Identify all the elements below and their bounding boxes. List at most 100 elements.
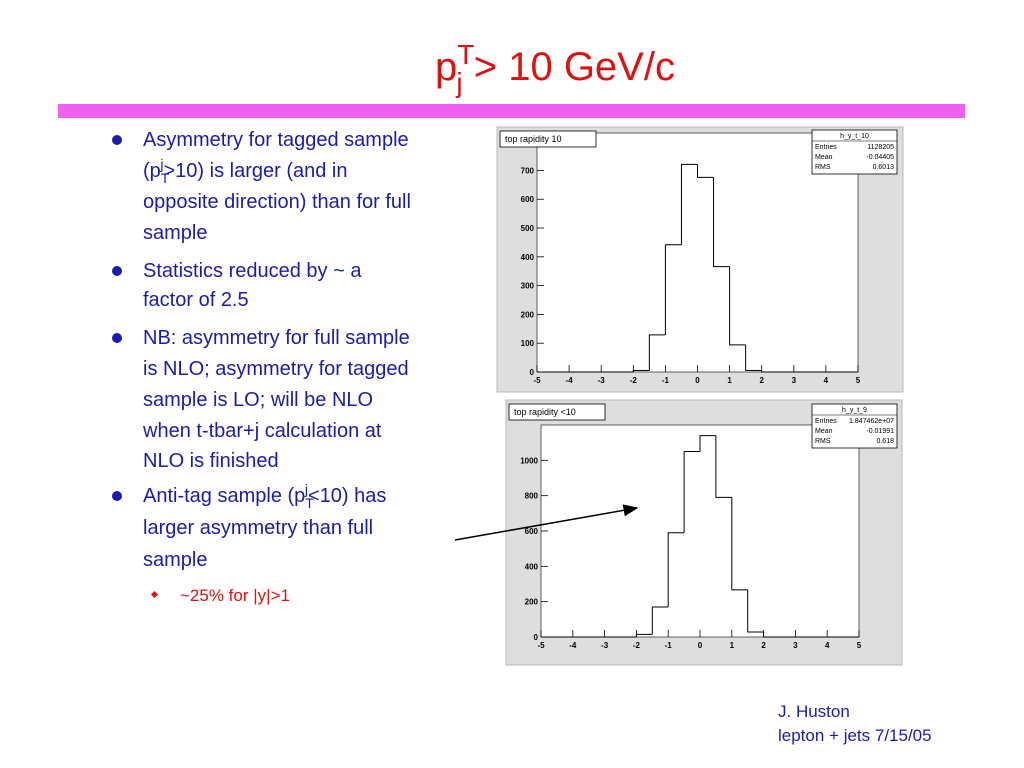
text-segment: >10) is larger (and in <box>163 160 347 182</box>
text-line: when t-tbar+j calculation at <box>142 420 382 442</box>
y-tick-label: 1000 <box>520 456 538 465</box>
x-tick-label: -2 <box>633 641 641 650</box>
text-segment: T <box>305 495 314 511</box>
x-tick-label: 3 <box>792 376 797 385</box>
y-tick-label: 0 <box>534 633 539 642</box>
x-tick-label: 3 <box>793 641 798 650</box>
text-line: (pTj>10) is larger (and in <box>143 156 347 186</box>
text-segment: j <box>304 481 308 497</box>
text-segment: p <box>435 45 457 89</box>
title-rule <box>58 104 965 118</box>
x-tick-label: 4 <box>824 376 829 385</box>
text-segment: T <box>161 170 170 186</box>
stats-label: Entries <box>815 418 837 425</box>
histogram-bin <box>763 632 780 638</box>
stats-label: Mean <box>815 154 833 161</box>
histogram-bin <box>745 344 762 372</box>
chart-title: top rapidity 10 <box>505 134 562 144</box>
text-segment: j <box>455 67 462 98</box>
text-segment: Statistics reduced by ~ a <box>143 260 362 282</box>
text-segment: > 10 GeV/c <box>463 45 675 89</box>
stats-value: 0.6013 <box>873 164 895 171</box>
y-tick-label: 700 <box>521 166 535 175</box>
histogram-bin <box>715 435 732 498</box>
x-tick-label: 0 <box>695 376 700 385</box>
y-tick-label: 600 <box>525 527 539 536</box>
bullet-dot <box>112 135 122 145</box>
x-tick-label: -3 <box>598 376 606 385</box>
text-line: sample <box>143 549 207 571</box>
text-segment: larger asymmetry than full <box>143 517 373 539</box>
histogram-bin <box>699 435 716 452</box>
footer-text: J. Huston <box>778 702 850 721</box>
y-tick-label: 500 <box>521 224 535 233</box>
stats-box <box>811 403 898 449</box>
histogram-bin <box>729 266 746 346</box>
stats-value: 1128205 <box>867 144 894 151</box>
x-tick-label: -3 <box>601 641 609 650</box>
stats-box <box>811 129 898 175</box>
x-tick-label: -1 <box>662 376 670 385</box>
text-segment: j <box>159 156 163 172</box>
bullet-dot <box>112 333 122 343</box>
histogram-bin <box>680 163 698 245</box>
text-line: opposite direction) than for full <box>143 191 411 213</box>
y-tick-label: 300 <box>521 282 535 291</box>
stats-name: h_y_t_9 <box>842 407 867 414</box>
stats-value: -0.01991 <box>866 428 894 435</box>
y-tick-label: 600 <box>521 195 535 204</box>
text-segment: T <box>457 39 474 70</box>
text-segment: is NLO; asymmetry for tagged <box>143 358 409 380</box>
text-line: sample is LO; will be NLO <box>143 389 373 411</box>
sub-bullet: ~25% for |y|>1 <box>180 586 290 605</box>
text-line: NB: asymmetry for full sample <box>143 327 410 349</box>
bullet-dot <box>112 266 122 276</box>
stats-label: RMS <box>815 164 831 171</box>
x-tick-label: 4 <box>825 641 830 650</box>
x-tick-label: 1 <box>727 376 732 385</box>
y-tick-label: 100 <box>521 339 535 348</box>
text-line: Anti-tag sample (pTj<10) has <box>143 481 386 511</box>
sub-bullet-marker <box>150 590 159 599</box>
x-tick-label: -5 <box>537 641 545 650</box>
text-segment: opposite direction) than for full <box>143 191 411 213</box>
arrow <box>454 504 639 541</box>
histogram-bin <box>761 370 778 373</box>
histogram-bin <box>747 589 764 633</box>
x-tick-label: 5 <box>856 376 861 385</box>
histogram-bin <box>683 451 700 533</box>
x-tick-label: -5 <box>533 376 541 385</box>
text-segment: NLO is finished <box>143 450 279 472</box>
y-tick-label: 0 <box>530 368 535 377</box>
text-line: pT j > 10 GeV/c <box>435 39 675 98</box>
stats-label: Mean <box>815 428 833 435</box>
histogram-bin <box>651 606 669 635</box>
chart-title-box <box>508 403 606 421</box>
stats-value: -0.04405 <box>866 154 894 161</box>
text-line: factor of 2.5 <box>143 289 249 311</box>
x-tick-label: -4 <box>569 641 577 650</box>
chart-title-box <box>499 130 597 148</box>
plot-area <box>540 424 860 638</box>
x-tick-label: 2 <box>759 376 764 385</box>
text-segment: NB: asymmetry for full sample <box>143 327 410 349</box>
stats-value: 1.847462e+07 <box>849 418 894 425</box>
x-tick-label: 2 <box>761 641 766 650</box>
chart-title: top rapidity <10 <box>514 407 576 417</box>
stats-label: RMS <box>815 438 831 445</box>
text-segment: <10) has <box>308 485 386 507</box>
bullet-dot <box>112 491 122 501</box>
text-segment: (p <box>143 160 161 182</box>
text-segment: sample <box>143 549 207 571</box>
text-segment: Anti-tag sample (p <box>143 485 305 507</box>
y-tick-label: 200 <box>521 310 535 319</box>
histogram-bin <box>648 334 666 371</box>
y-tick-label: 400 <box>525 562 539 571</box>
text-line: Asymmetry for tagged sample <box>143 129 409 151</box>
text-segment: Asymmetry for tagged sample <box>143 129 409 151</box>
histogram-bin <box>635 633 653 637</box>
stats-value: 0.618 <box>876 438 894 445</box>
footer-text: lepton + jets 7/15/05 <box>778 726 932 745</box>
histogram-bin <box>731 497 748 591</box>
